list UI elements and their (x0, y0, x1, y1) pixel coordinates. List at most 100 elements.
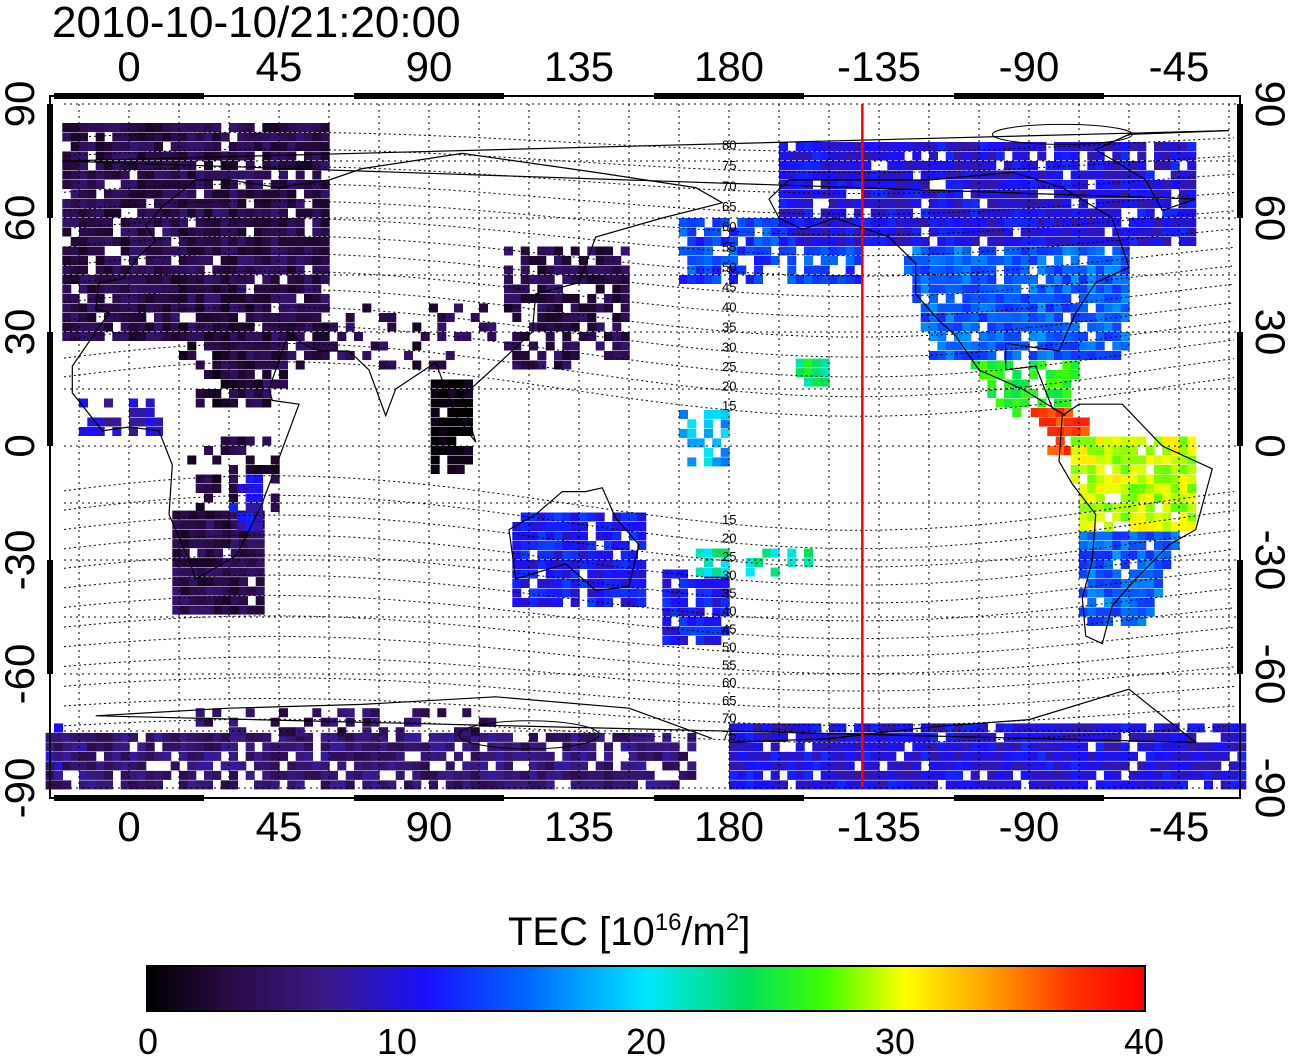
tec-cell (1145, 474, 1155, 484)
tec-cell (1170, 770, 1180, 780)
tec-cell (712, 237, 722, 246)
tec-cell (570, 761, 580, 771)
tec-cell (62, 170, 72, 180)
contour-label: 25 (722, 549, 736, 564)
tec-cell (862, 189, 872, 199)
tec-cell (112, 123, 122, 132)
tec-cell (529, 341, 538, 351)
tec-cell (162, 332, 172, 341)
tec-cell (287, 218, 297, 227)
tec-cell (345, 732, 355, 742)
tec-cell (162, 170, 172, 180)
tec-cell (554, 284, 563, 294)
tec-cell (197, 520, 207, 530)
tec-cell (679, 588, 688, 598)
tec-cell (829, 723, 838, 733)
tec-cell (237, 484, 247, 493)
tec-cell (87, 237, 97, 246)
tec-cell (995, 237, 1005, 246)
tec-cell (1120, 199, 1130, 208)
tec-cell (954, 732, 963, 742)
tec-cell (1154, 493, 1163, 503)
tec-cell (1212, 770, 1222, 780)
tec-cell (320, 332, 330, 341)
tec-cell (212, 294, 222, 303)
tec-cell (70, 189, 80, 199)
tec-cell (1120, 284, 1130, 294)
tec-cell (212, 370, 222, 379)
tec-cell (1087, 227, 1097, 237)
tec-cell (187, 180, 197, 189)
tec-cell (229, 332, 238, 341)
tec-cell (937, 246, 947, 256)
tec-cell (195, 708, 205, 718)
tec-cell (462, 732, 472, 742)
tec-cell (1062, 189, 1072, 199)
tec-cell (195, 398, 205, 408)
tec-cell (479, 751, 488, 761)
tec-cell (745, 558, 755, 568)
tec-cell (1104, 541, 1113, 550)
tec-cell (862, 751, 872, 761)
tec-cell (270, 761, 280, 771)
tec-cell (270, 161, 280, 170)
tec-cell (187, 341, 197, 351)
tec-cell (1170, 151, 1180, 161)
tec-cell (1137, 522, 1147, 531)
tec-cell (120, 265, 130, 275)
tec-cell (820, 256, 830, 265)
tec-cell (579, 541, 588, 550)
tec-cell (1104, 751, 1113, 761)
tec-cell (95, 256, 105, 265)
tec-cell (1079, 560, 1088, 569)
tec-cell (187, 170, 197, 180)
tec-cell (1012, 275, 1022, 284)
tec-cell (379, 313, 388, 322)
contour-line (63, 677, 1235, 709)
tec-cell (154, 170, 163, 180)
tec-cell (254, 522, 263, 531)
tec-cell (845, 770, 855, 780)
tec-cell (195, 474, 205, 484)
tec-cell (512, 550, 522, 560)
tec-cell (820, 358, 830, 368)
tec-cell (229, 742, 238, 752)
tec-cell (854, 742, 863, 752)
tec-cell (537, 531, 547, 541)
tec-cell (1162, 761, 1172, 771)
tec-cell (779, 237, 788, 246)
top-lon-label: -90 (998, 43, 1060, 90)
tec-cell (87, 427, 97, 436)
tec-cell (70, 761, 80, 771)
tec-cell (820, 368, 830, 378)
tec-cell (504, 780, 513, 790)
tec-cell (237, 761, 247, 771)
tec-cell (79, 199, 88, 208)
tec-cell (1045, 742, 1055, 752)
tec-cell (245, 503, 255, 512)
tec-cell (337, 761, 347, 771)
tec-cell (195, 275, 205, 284)
tec-cell (262, 142, 272, 151)
tec-cell (1004, 218, 1013, 227)
tec-cell (1187, 770, 1197, 780)
tec-cell (1112, 550, 1122, 560)
tec-cell (520, 265, 530, 275)
tec-cell (295, 256, 305, 265)
tec-cell (1154, 732, 1163, 742)
tec-cell (537, 742, 547, 752)
tec-cell (1012, 218, 1022, 227)
tec-cell (1145, 598, 1155, 607)
tec-cell (929, 151, 938, 161)
tec-cell (1020, 389, 1030, 398)
tec-cell (262, 132, 272, 142)
tec-cell (812, 358, 822, 368)
tec-cell (270, 180, 280, 189)
tec-cell (1195, 751, 1205, 761)
tec-cell (712, 409, 722, 419)
tec-cell (995, 341, 1005, 351)
tec-cell (954, 780, 963, 790)
tec-cell (187, 780, 197, 790)
tec-cell (837, 275, 847, 284)
tec-cell (870, 732, 880, 742)
